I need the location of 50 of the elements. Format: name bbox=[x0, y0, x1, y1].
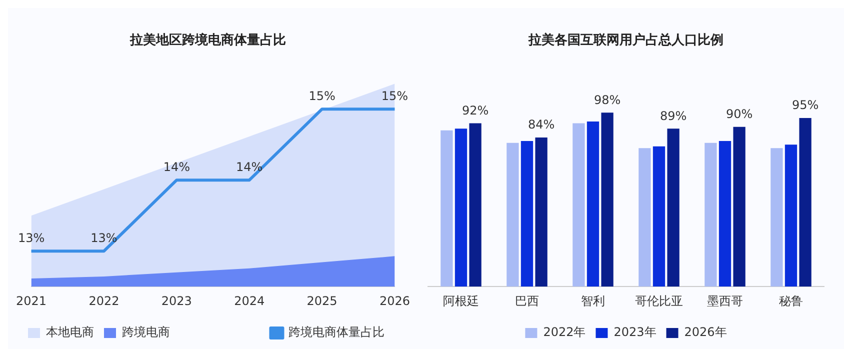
bar bbox=[535, 138, 548, 287]
chart-title: 拉美地区跨境电商体量占比 bbox=[129, 32, 286, 48]
bar bbox=[784, 144, 798, 287]
x-tick-label: 墨西哥 bbox=[707, 294, 743, 308]
data-label: 15% bbox=[381, 89, 408, 104]
bar bbox=[506, 142, 519, 287]
legend-label: 2026年 bbox=[684, 325, 727, 340]
bar bbox=[652, 146, 666, 287]
bar bbox=[718, 141, 732, 287]
data-label: 98% bbox=[594, 92, 621, 107]
legend-label: 2023年 bbox=[614, 325, 656, 340]
bar bbox=[572, 123, 585, 287]
bar bbox=[440, 130, 453, 287]
x-tick-label: 秘鲁 bbox=[779, 294, 803, 308]
x-tick-label: 巴西 bbox=[515, 294, 539, 308]
x-tick-label: 2024 bbox=[234, 294, 265, 308]
bar bbox=[667, 128, 680, 287]
x-tick-label: 2022 bbox=[88, 294, 120, 308]
bar bbox=[799, 118, 812, 287]
data-label: 13% bbox=[90, 231, 118, 246]
x-tick-label: 智利 bbox=[581, 294, 605, 308]
bar bbox=[770, 148, 783, 287]
bar bbox=[520, 141, 534, 287]
x-tick-label: 哥伦比亚 bbox=[635, 294, 683, 308]
data-label: 14% bbox=[163, 160, 190, 174]
bar bbox=[454, 128, 468, 287]
chart-title: 拉美各国互联网用户占总人口比例 bbox=[528, 32, 724, 48]
bar bbox=[704, 142, 717, 287]
legend-label: 本地电商 bbox=[46, 325, 94, 340]
data-label: 95% bbox=[792, 98, 819, 112]
legend-label: 跨境电商体量占比 bbox=[288, 325, 385, 340]
bar bbox=[586, 122, 600, 287]
data-label: 89% bbox=[660, 108, 687, 123]
bar bbox=[601, 112, 614, 287]
x-tick-label: 2021 bbox=[16, 294, 47, 308]
data-label: 90% bbox=[726, 106, 753, 121]
data-label: 13% bbox=[18, 231, 45, 246]
data-label: 15% bbox=[308, 89, 336, 104]
data-label: 84% bbox=[528, 118, 555, 132]
x-tick-label: 2023 bbox=[161, 294, 192, 308]
bar bbox=[469, 123, 482, 287]
bar bbox=[733, 126, 746, 287]
legend-label: 跨境电商 bbox=[122, 325, 170, 340]
data-label: 14% bbox=[236, 160, 263, 174]
x-tick-label: 阿根廷 bbox=[443, 294, 479, 308]
legend-label: 2022年 bbox=[543, 325, 586, 340]
x-tick-label: 2025 bbox=[306, 294, 338, 308]
x-tick-label: 2026 bbox=[379, 294, 410, 308]
bar bbox=[638, 148, 651, 287]
data-label: 92% bbox=[462, 103, 489, 118]
